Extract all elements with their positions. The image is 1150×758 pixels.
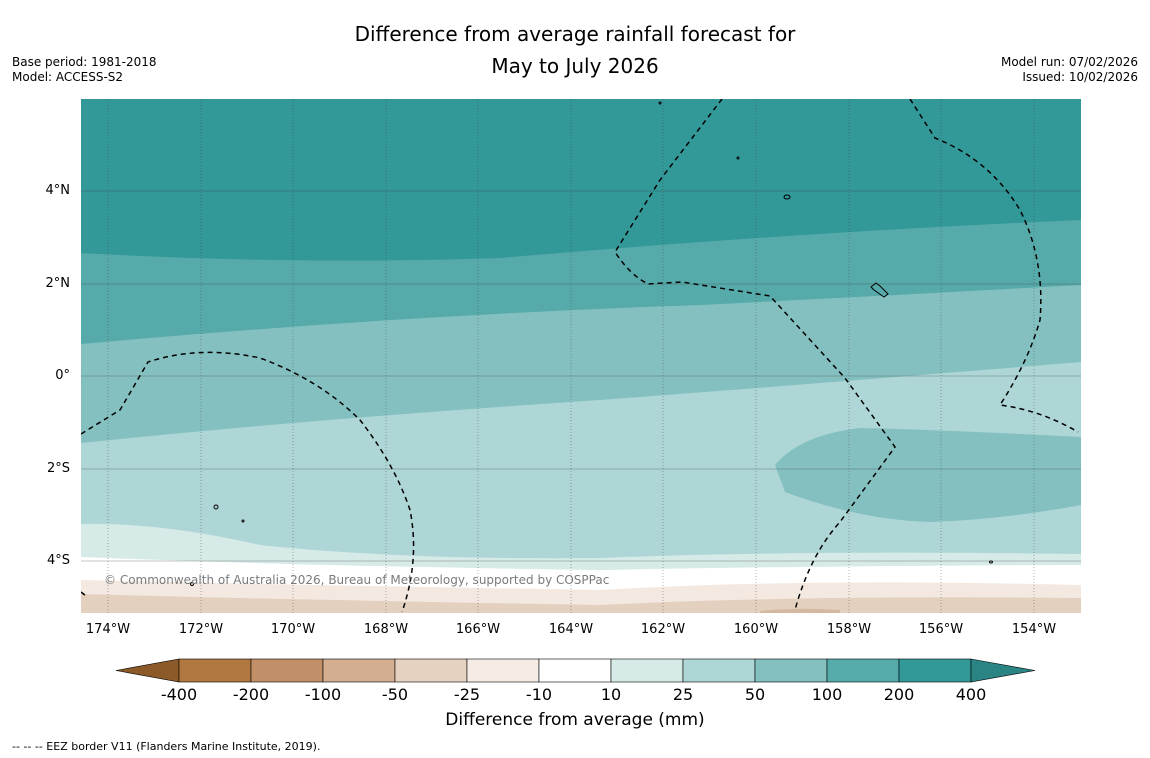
cb-tick: 100 <box>811 685 843 704</box>
base-period: Base period: 1981-2018 <box>12 55 157 69</box>
cb-tick: 10 <box>600 685 622 704</box>
colorbar-segment <box>322 658 396 683</box>
colorbar-segment <box>754 658 828 683</box>
cb-tick: 25 <box>672 685 694 704</box>
eez-borders <box>81 99 1079 613</box>
band-50 <box>81 362 1081 613</box>
model-run: Model run: 07/02/2026 <box>1000 55 1138 69</box>
cb-tick: -25 <box>453 685 481 704</box>
colorbar-segment <box>898 658 972 683</box>
colorbar-extend-low <box>115 658 180 683</box>
colorbar-segment <box>250 658 324 683</box>
lat-label-4n: 4°N <box>45 183 71 198</box>
colorbar-segment <box>610 658 684 683</box>
colorbar-segment <box>466 658 540 683</box>
lat-label-2n: 2°N <box>45 276 71 291</box>
cb-tick: 200 <box>883 685 915 704</box>
band-neg50 <box>760 608 840 613</box>
lon-label-160w: 160°W <box>733 622 779 637</box>
band-neg25 <box>81 594 1081 613</box>
chart-title: Difference from average rainfall forecas… <box>0 18 1150 82</box>
title-line-1: Difference from average rainfall forecas… <box>354 22 796 46</box>
colorbar-segment <box>538 658 612 683</box>
cb-tick: -10 <box>525 685 553 704</box>
copyright-notice: © Commonwealth of Australia 2026, Bureau… <box>104 573 610 587</box>
colorbar-segment <box>394 658 468 683</box>
meta-left: Base period: 1981-2018 Model: ACCESS-S2 <box>12 55 157 85</box>
cb-tick: 50 <box>744 685 766 704</box>
lat-grid-lines <box>81 190 1081 562</box>
lon-label-164w: 164°W <box>548 622 594 637</box>
issued-date: Issued: 10/02/2026 <box>1022 70 1138 84</box>
meta-right: Model run: 07/02/2026 Issued: 10/02/2026 <box>1001 55 1138 85</box>
lon-label-172w: 172°W <box>178 622 224 637</box>
lon-label-154w: 154°W <box>1011 622 1057 637</box>
colorbar-extend-high <box>970 658 1036 683</box>
model-name: Model: ACCESS-S2 <box>12 70 124 84</box>
lat-label-0: 0° <box>55 368 70 383</box>
lon-label-162w: 162°W <box>640 622 686 637</box>
lon-label-168w: 168°W <box>363 622 409 637</box>
lon-label-166w: 166°W <box>455 622 501 637</box>
patch-100 <box>775 428 1081 522</box>
lon-label-158w: 158°W <box>826 622 872 637</box>
lon-label-156w: 156°W <box>918 622 964 637</box>
colorbar-segment <box>178 658 252 683</box>
colorbar-segment <box>826 658 900 683</box>
lon-label-170w: 170°W <box>270 622 316 637</box>
cb-tick: -50 <box>381 685 409 704</box>
lat-label-4s: 4°S <box>46 553 70 568</box>
cb-tick: -200 <box>232 685 270 704</box>
cb-tick: -400 <box>160 685 198 704</box>
colorbar-segment <box>682 658 756 683</box>
lon-label-174w: 174°W <box>85 622 131 637</box>
eez-footnote: -- -- -- EEZ border V11 (Flanders Marine… <box>12 740 321 753</box>
cb-tick: -100 <box>304 685 342 704</box>
colorbar-title: Difference from average (mm) <box>445 710 705 730</box>
islands <box>190 101 993 586</box>
cb-tick: 400 <box>955 685 987 704</box>
lat-label-2s: 2°S <box>46 461 70 476</box>
title-line-2: May to July 2026 <box>491 54 659 78</box>
